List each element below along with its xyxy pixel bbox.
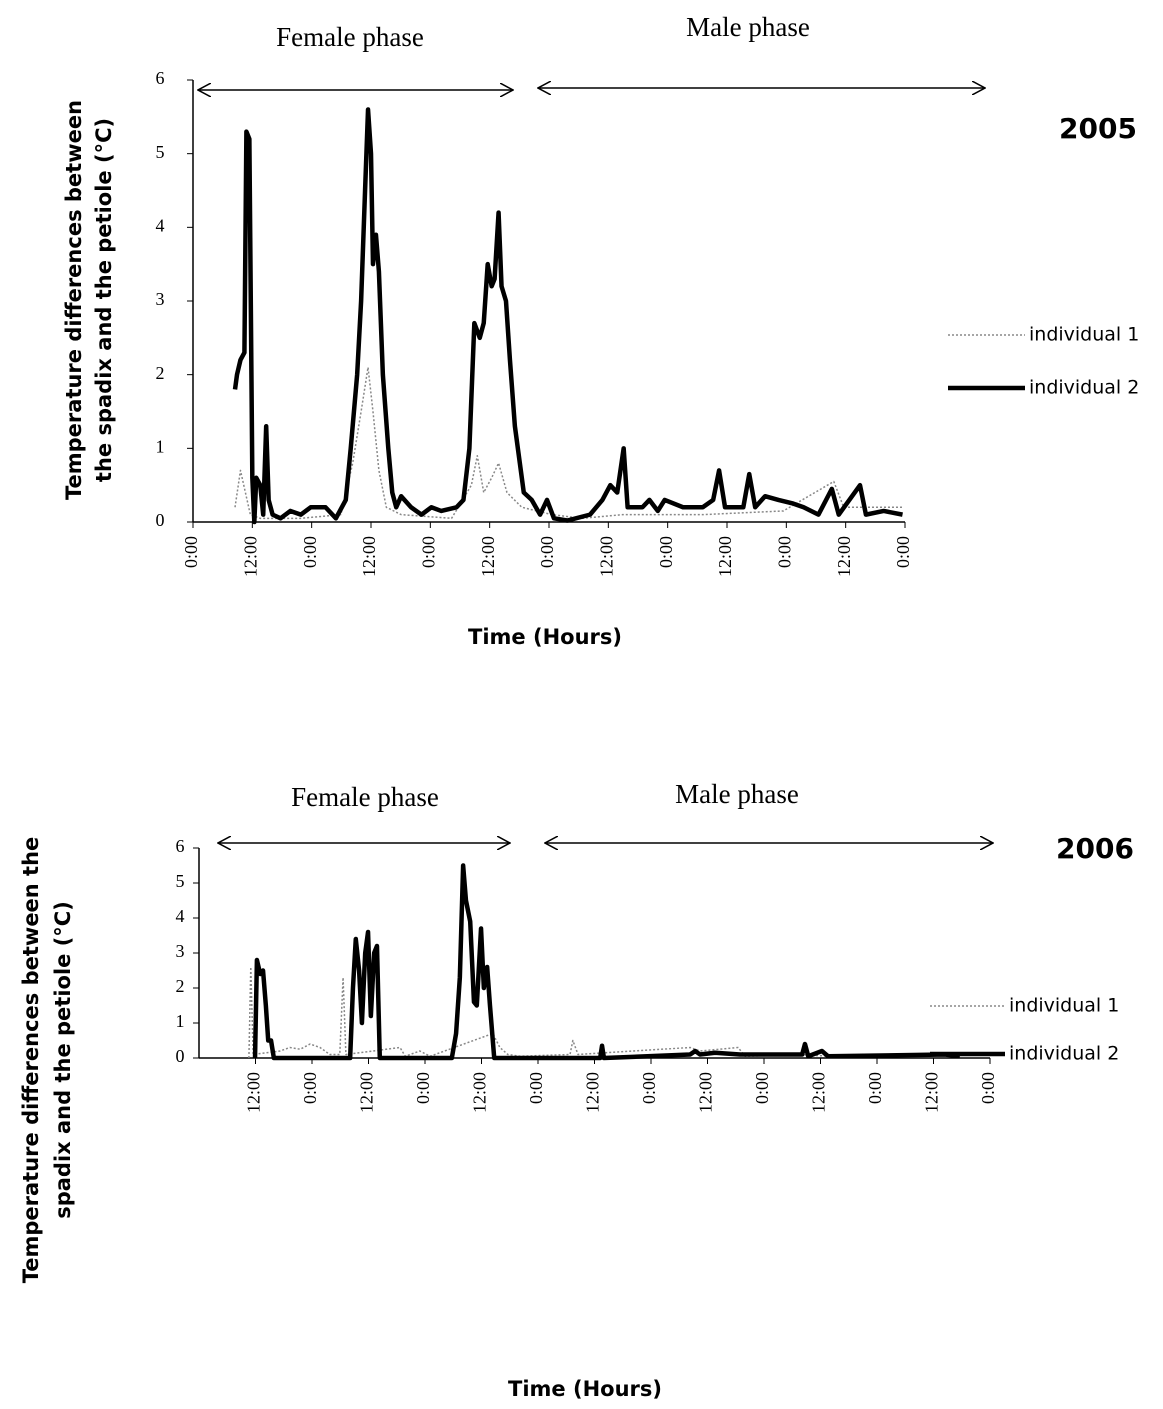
x-tick-label: 0:00 bbox=[537, 536, 557, 568]
x-tick-label: 0:00 bbox=[639, 1072, 659, 1104]
x-tick-label: 0:00 bbox=[774, 536, 794, 568]
y-tick-label: 4 bbox=[176, 906, 185, 926]
x-tick-label: 12:00 bbox=[359, 536, 379, 577]
x-tick-label: 0:00 bbox=[526, 1072, 546, 1104]
chart-title: 2005 bbox=[1059, 112, 1137, 145]
x-tick-label: 12:00 bbox=[357, 1072, 377, 1113]
x-tick-label: 12:00 bbox=[596, 536, 616, 577]
legend-label: individual 1 bbox=[1029, 324, 1139, 346]
y-tick-label: 1 bbox=[156, 436, 165, 456]
x-tick-label: 12:00 bbox=[583, 1072, 603, 1113]
y-axis-title: spadix and the petiole (°C) bbox=[51, 901, 75, 1219]
series-line bbox=[234, 366, 903, 520]
x-tick-label: 12:00 bbox=[470, 1072, 490, 1113]
x-axis-title: Time (Hours) bbox=[508, 1377, 662, 1401]
y-tick-label: 0 bbox=[156, 510, 165, 530]
x-tick-label: 0:00 bbox=[978, 1072, 998, 1104]
y-tick-label: 6 bbox=[176, 836, 185, 856]
y-axis-title: the spadix and the petiole (°C) bbox=[92, 118, 116, 482]
y-tick-label: 5 bbox=[156, 142, 165, 162]
y-axis-title: Temperature differences between the bbox=[19, 837, 43, 1284]
x-tick-label: 12:00 bbox=[478, 536, 498, 577]
y-tick-label: 1 bbox=[176, 1011, 185, 1031]
x-tick-label: 12:00 bbox=[240, 536, 260, 577]
legend-label: individual 1 bbox=[1009, 995, 1119, 1017]
series-line bbox=[232, 107, 903, 525]
y-tick-label: 6 bbox=[156, 68, 165, 88]
x-tick-label: 0:00 bbox=[865, 1072, 885, 1104]
x-tick-label: 12:00 bbox=[809, 1072, 829, 1113]
x-tick-label: 0:00 bbox=[413, 1072, 433, 1104]
x-tick-label: 0:00 bbox=[893, 536, 913, 568]
phase-label: Male phase bbox=[675, 779, 799, 809]
y-axis-title: Temperature differences between bbox=[62, 100, 86, 500]
y-tick-label: 3 bbox=[156, 289, 165, 309]
y-tick-label: 5 bbox=[176, 871, 185, 891]
x-tick-label: 12:00 bbox=[696, 1072, 716, 1113]
y-tick-label: 0 bbox=[176, 1046, 185, 1066]
legend-label: individual 2 bbox=[1029, 377, 1139, 399]
legend-label: individual 2 bbox=[1009, 1043, 1119, 1065]
chart-title: 2006 bbox=[1056, 832, 1134, 865]
y-tick-label: 4 bbox=[156, 215, 165, 235]
x-axis-title: Time (Hours) bbox=[468, 625, 622, 649]
series-line bbox=[248, 966, 830, 1059]
y-tick-label: 3 bbox=[176, 941, 185, 961]
x-tick-label: 0:00 bbox=[300, 536, 320, 568]
x-tick-label: 12:00 bbox=[834, 536, 854, 577]
x-tick-label: 0:00 bbox=[418, 536, 438, 568]
phase-label: Female phase bbox=[276, 22, 424, 52]
series-line bbox=[252, 863, 961, 1061]
y-tick-label: 2 bbox=[156, 363, 165, 383]
phase-label: Female phase bbox=[291, 782, 439, 812]
x-tick-label: 12:00 bbox=[244, 1072, 264, 1113]
x-tick-label: 12:00 bbox=[715, 536, 735, 577]
x-tick-label: 12:00 bbox=[922, 1072, 942, 1113]
phase-label: Male phase bbox=[686, 12, 810, 42]
x-tick-label: 0:00 bbox=[752, 1072, 772, 1104]
x-tick-label: 0:00 bbox=[300, 1072, 320, 1104]
x-tick-label: 0:00 bbox=[656, 536, 676, 568]
y-tick-label: 2 bbox=[176, 976, 185, 996]
x-tick-label: 0:00 bbox=[181, 536, 201, 568]
